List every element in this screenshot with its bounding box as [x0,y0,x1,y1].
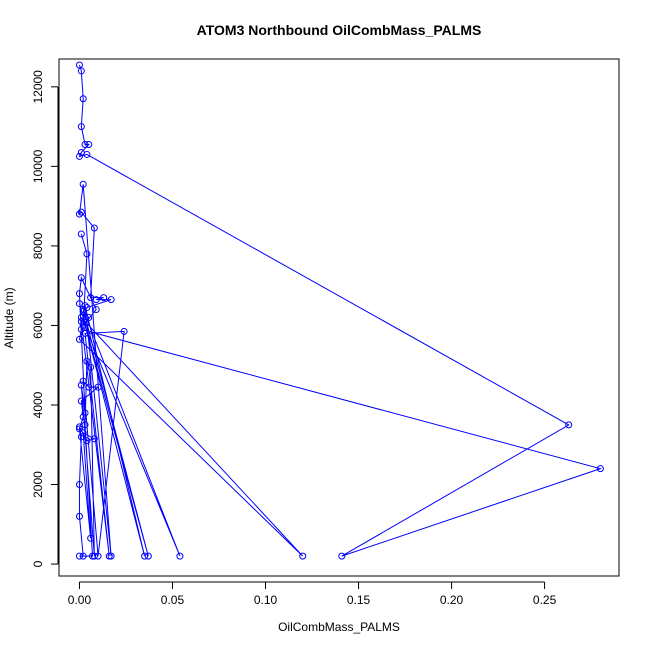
data-point [81,141,89,149]
data-point [83,150,91,158]
data-point [79,180,87,188]
data-point [77,381,85,389]
x-axis-label: OilCombMass_PALMS [278,620,400,634]
x-tick-label: 0.25 [533,593,557,607]
data-point [94,383,102,391]
chart-title: ATOM3 Northbound OilCombMass_PALMS [197,22,482,38]
data-point [79,308,87,316]
data-point [75,210,83,218]
x-axis: 0.00 0.05 0.10 0.15 0.20 0.25 [68,581,557,607]
data-point [79,321,87,329]
series-line [78,64,603,557]
x-tick-label: 0.00 [68,593,92,607]
data-point [79,413,87,421]
data-point [79,306,87,314]
data-point [77,208,85,216]
x-tick-label: 0.05 [161,593,185,607]
data-point [81,421,89,429]
data-point [141,552,149,560]
y-tick-label: 8000 [31,232,45,259]
y-axis: 0 2000 4000 6000 8000 10000 12000 [31,70,59,567]
data-point [596,465,604,473]
data-point [83,304,91,312]
data-point [77,230,85,238]
data-point [75,425,83,433]
data-point [79,377,87,385]
y-tick-label: 12000 [31,70,45,104]
data-point [120,327,128,335]
data-point [81,329,89,337]
data-point [75,512,83,520]
data-point [565,421,573,429]
plot-frame [58,58,620,577]
data-point [88,552,96,560]
y-tick-label: 2000 [31,471,45,498]
data-point [77,314,85,321]
y-tick-label: 4000 [31,391,45,418]
data-point [85,314,93,321]
data-point [92,296,100,304]
data-point [75,552,83,560]
data-point [90,552,98,560]
data-point [90,435,98,443]
y-axis-label: Altitude (m) [2,287,16,348]
data-point [75,290,83,298]
data-point [77,67,85,75]
data-point [77,274,85,282]
y-tick-label: 10000 [31,149,45,183]
data-point [299,552,307,560]
data-point [144,552,152,560]
data-point [105,552,113,560]
y-tick-label: 0 [31,560,45,567]
data-point [87,363,95,371]
data-point [75,152,83,160]
series-points-group [75,61,604,560]
data-point [176,552,184,560]
data-point [79,429,87,437]
data-point [107,296,115,304]
data-point [77,433,85,441]
data-point [77,325,85,333]
data-point [75,335,83,343]
data-point [81,302,89,310]
data-point [83,437,91,445]
data-point [83,250,91,258]
data-point [338,552,346,560]
data-point [85,141,93,149]
series-line-group [78,64,603,557]
data-point [77,317,85,325]
x-tick-label: 0.20 [440,593,464,607]
data-point [79,95,87,103]
data-point [75,481,83,489]
data-point [87,534,95,542]
data-point [79,552,87,560]
y-tick-label: 6000 [31,312,45,339]
data-point [100,294,108,302]
data-point [107,552,115,560]
data-point [92,306,100,314]
data-point [81,409,89,417]
data-point [77,397,85,405]
x-tick-label: 0.10 [254,593,278,607]
data-point [83,357,91,365]
data-point [85,383,93,391]
x-tick-label: 0.15 [347,593,371,607]
data-point [90,224,98,232]
data-point [75,61,83,69]
data-point [77,123,85,131]
